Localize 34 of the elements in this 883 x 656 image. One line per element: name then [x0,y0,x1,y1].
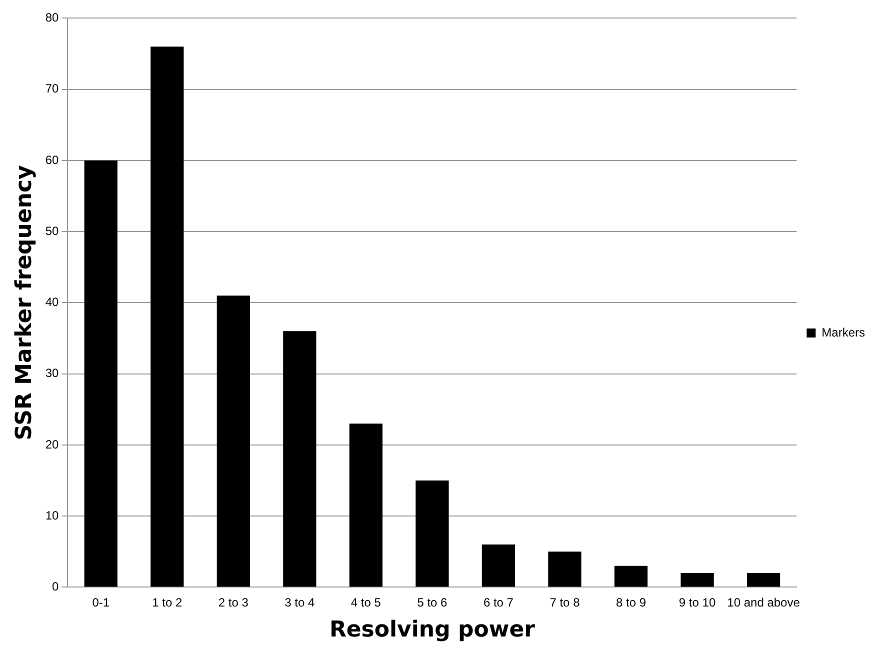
y-tick-label: 30 [45,366,60,380]
x-axis-title: Resolving power [329,618,536,643]
bar [283,331,316,587]
bar [416,480,449,587]
x-tick-label: 3 to 4 [284,596,316,610]
x-tick-label: 4 to 5 [350,596,382,610]
bar [746,572,780,587]
bar [349,424,383,587]
y-tick-label: 60 [45,152,60,167]
y-tick-label: 70 [45,82,60,96]
x-tick-label: 6 to 7 [483,596,514,610]
y-tick-label: 0 [52,580,60,594]
y-tick-label: 50 [45,224,60,238]
x-tick-label: 9 to 10 [678,596,716,610]
bar [216,296,250,587]
x-tick-label: 7 to 8 [550,596,580,610]
legend-label: Markers [822,325,866,340]
x-tick-label: 2 to 3 [218,596,249,610]
bar [548,552,582,587]
x-tick-label: 5 to 6 [417,596,448,610]
x-tick-label: 0-1 [92,596,110,610]
bar [482,544,516,587]
bar [614,566,648,587]
y-axis-title: SSR Marker frequency [12,165,37,440]
y-tick-label: 40 [45,295,60,310]
bar [84,160,118,587]
bar [680,572,714,587]
y-tick-label: 10 [45,508,60,522]
y-tick-label: 80 [45,10,60,25]
y-tick-label: 20 [45,437,60,452]
bar [150,46,184,587]
x-tick-label: 10 and above [727,596,800,610]
x-tick-label: 1 to 2 [152,596,182,610]
x-tick-label: 8 to 9 [616,596,646,610]
